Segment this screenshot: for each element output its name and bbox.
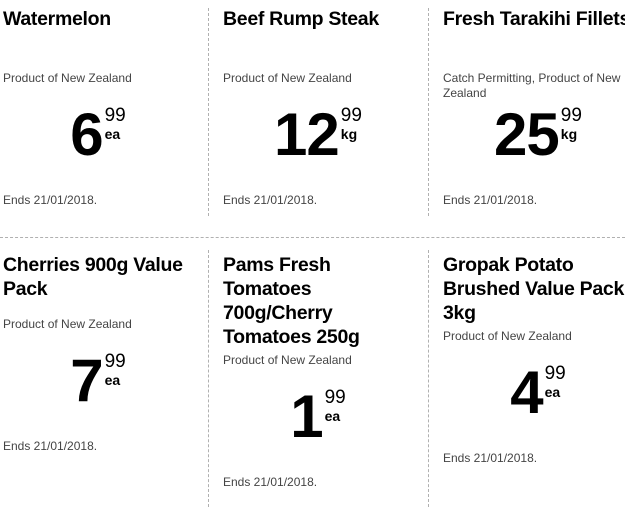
- price-unit: kg: [340, 126, 358, 142]
- product-title[interactable]: Cherries 900g Value Pack: [3, 254, 183, 300]
- column-divider: [428, 8, 429, 216]
- offer-end-date: Ends 21/01/2018.: [223, 193, 318, 207]
- product-card[interactable]: Pams Fresh Tomatoes 700g/Cherry Tomatoes…: [223, 246, 413, 490]
- price-dollars: 25: [494, 101, 560, 168]
- product-price: 1 99 ea: [223, 383, 413, 459]
- product-origin: Product of New Zealand: [3, 71, 132, 85]
- column-divider: [428, 250, 429, 507]
- price-dollars: 4: [510, 359, 543, 426]
- price-cents: 99: [560, 105, 582, 126]
- product-title[interactable]: Beef Rump Steak: [223, 8, 379, 30]
- product-origin: Product of New Zealand: [223, 71, 352, 85]
- product-card[interactable]: Watermelon Product of New Zealand 6 99 e…: [3, 0, 193, 208]
- product-title[interactable]: Watermelon: [3, 8, 111, 30]
- product-title[interactable]: Gropak Potato Brushed Value Pack 3kg: [443, 254, 625, 324]
- price-cents: 99: [104, 105, 126, 126]
- offer-end-date: Ends 21/01/2018.: [3, 193, 98, 207]
- column-divider: [208, 250, 209, 507]
- column-divider: [208, 8, 209, 216]
- price-unit: ea: [104, 372, 121, 388]
- price-dollars: 6: [70, 101, 103, 168]
- price-cents: 99: [544, 363, 566, 384]
- product-price: 4 99 ea: [443, 359, 625, 435]
- product-origin: Catch Permitting, Product of New Zealand: [443, 71, 621, 100]
- offer-end-date: Ends 21/01/2018.: [3, 439, 98, 453]
- product-origin: Product of New Zealand: [3, 317, 132, 331]
- offer-end-date: Ends 21/01/2018.: [443, 193, 538, 207]
- offer-end-date: Ends 21/01/2018.: [443, 451, 538, 465]
- product-card[interactable]: Cherries 900g Value Pack Product of New …: [3, 246, 193, 454]
- price-unit: ea: [104, 126, 121, 142]
- product-price: 7 99 ea: [3, 347, 193, 423]
- price-dollars: 7: [70, 347, 103, 414]
- price-cents: 99: [340, 105, 362, 126]
- product-origin: Product of New Zealand: [443, 329, 572, 343]
- product-card[interactable]: Beef Rump Steak Product of New Zealand 1…: [223, 0, 413, 208]
- price-dollars: 1: [290, 383, 323, 450]
- product-title[interactable]: Pams Fresh Tomatoes 700g/Cherry Tomatoes…: [223, 254, 360, 348]
- price-unit: ea: [544, 384, 561, 400]
- product-price: 6 99 ea: [3, 101, 193, 177]
- product-price: 12 99 kg: [223, 101, 413, 177]
- product-card[interactable]: Gropak Potato Brushed Value Pack 3kg Pro…: [443, 246, 625, 466]
- price-cents: 99: [324, 387, 346, 408]
- product-title[interactable]: Fresh Tarakihi Fillets: [443, 8, 625, 30]
- price-unit: ea: [324, 408, 341, 424]
- product-row-2: Cherries 900g Value Pack Product of New …: [0, 246, 625, 507]
- row-divider: [0, 237, 625, 238]
- price-unit: kg: [560, 126, 578, 142]
- product-card[interactable]: Fresh Tarakihi Fillets Catch Permitting,…: [443, 0, 625, 208]
- price-cents: 99: [104, 351, 126, 372]
- product-row-1: Watermelon Product of New Zealand 6 99 e…: [0, 0, 625, 228]
- product-price: 25 99 kg: [443, 101, 625, 177]
- offer-end-date: Ends 21/01/2018.: [223, 475, 318, 489]
- product-origin: Product of New Zealand: [223, 353, 352, 367]
- price-dollars: 12: [274, 101, 340, 168]
